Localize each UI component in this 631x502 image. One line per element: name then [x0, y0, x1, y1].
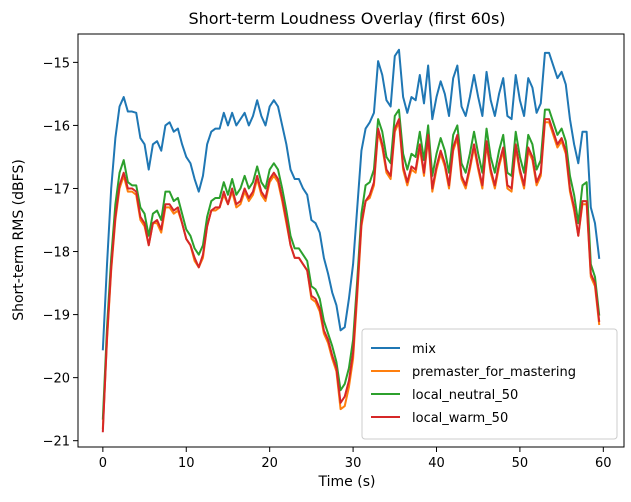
legend-label: premaster_for_mastering — [412, 365, 576, 380]
y-tick-label: −20 — [43, 372, 70, 387]
legend-label: local_neutral_50 — [412, 388, 518, 403]
x-tick-label: 50 — [512, 456, 529, 471]
y-tick-label: −18 — [43, 246, 70, 261]
y-tick-label: −19 — [43, 309, 70, 324]
series-line-local-warm-50 — [101, 118, 601, 433]
plot-frame — [77, 33, 625, 448]
series-layer — [101, 48, 601, 433]
series-line-local-neutral-50 — [101, 108, 601, 420]
x-tick-label: 60 — [595, 456, 612, 471]
y-axis: −21 −20 −19 −18 −17 −16 −15 — [43, 56, 78, 450]
legend-label: local_warm_50 — [412, 411, 508, 426]
y-tick-label: −16 — [43, 119, 70, 134]
x-tick-label: 20 — [261, 456, 278, 471]
x-tick-label: 10 — [178, 456, 195, 471]
x-tick-label: 0 — [99, 456, 107, 471]
x-axis-label: Time (s) — [318, 474, 376, 490]
legend: mix premaster_for_mastering local_neutral_… — [361, 328, 618, 440]
y-tick-label: −21 — [43, 435, 70, 450]
series-line-mix — [101, 48, 601, 351]
x-axis: 0 10 20 30 40 50 60 — [99, 447, 612, 471]
x-tick-label: 30 — [345, 456, 362, 471]
legend-label: mix — [412, 342, 436, 357]
y-tick-label: −15 — [43, 56, 70, 71]
legend-box — [361, 328, 618, 440]
y-axis-label: Short-term RMS (dBFS) — [11, 159, 27, 321]
chart-title: Short-term Loudness Overlay (first 60s) — [188, 9, 505, 28]
y-tick-label: −17 — [43, 182, 70, 197]
x-tick-label: 40 — [428, 456, 445, 471]
